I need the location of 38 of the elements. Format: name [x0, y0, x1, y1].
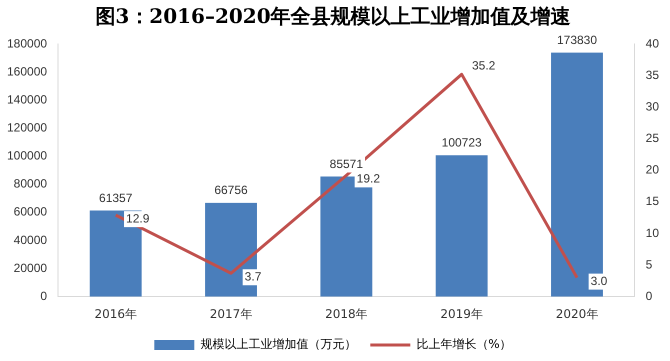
y2-tick-label: 5 — [646, 257, 653, 272]
x-tick-label: 2017年 — [210, 306, 252, 321]
y2-tick-label: 20 — [646, 162, 660, 177]
y-tick-label: 140000 — [6, 92, 48, 106]
chart-title: 图3：2016–2020年全县规模以上工业增加值及增速 — [95, 4, 571, 28]
y2-tick-label: 0 — [646, 288, 653, 303]
data-label: 12.9 — [126, 211, 150, 226]
legend-label: 比上年增长（%） — [416, 337, 512, 352]
x-tick-label: 2019年 — [440, 306, 483, 321]
legend-label: 规模以上工业增加值（万元） — [200, 337, 356, 352]
data-label: 61357 — [99, 190, 133, 205]
data-label: 3.7 — [244, 270, 262, 284]
y-tick-label: 60000 — [14, 204, 48, 219]
y-tick-label: 160000 — [6, 64, 48, 78]
data-label: 173830 — [556, 32, 598, 47]
y2-tick-label: 15 — [646, 194, 660, 208]
bar — [436, 155, 488, 297]
y-tick-label: 120000 — [6, 120, 48, 135]
y-tick-label: 40000 — [14, 232, 48, 247]
x-tick-label: 2020年 — [556, 306, 598, 321]
y2-tick-label: 10 — [646, 226, 660, 240]
y2-tick-label: 25 — [646, 131, 660, 146]
y-tick-label: 180000 — [6, 36, 48, 50]
data-label: 100723 — [442, 136, 482, 150]
y2-tick-label: 30 — [646, 99, 660, 114]
y2-tick-label: 40 — [646, 36, 660, 50]
data-label: 35.2 — [472, 58, 496, 73]
y-tick-label: 0 — [40, 288, 48, 303]
x-tick-label: 2016年 — [94, 306, 137, 321]
data-label: 3.0 — [590, 274, 608, 288]
y-tick-label: 80000 — [14, 176, 48, 191]
x-tick-label: 2018年 — [325, 306, 368, 321]
y-tick-label: 100000 — [6, 148, 48, 163]
y-tick-label: 20000 — [14, 260, 48, 275]
data-label: 66756 — [214, 183, 248, 198]
data-label: 19.2 — [356, 172, 380, 186]
data-label: 85571 — [330, 156, 364, 171]
y2-tick-label: 35 — [646, 68, 660, 82]
